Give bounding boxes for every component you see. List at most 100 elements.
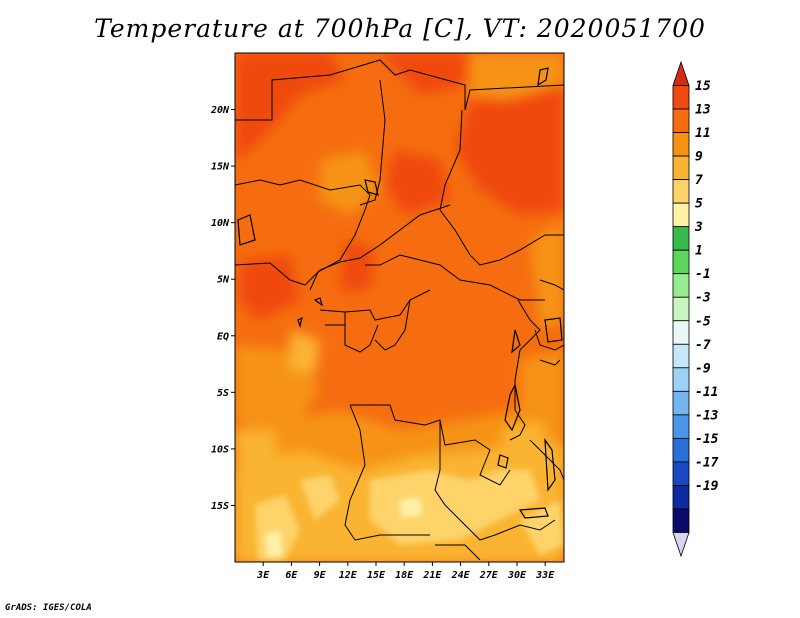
border-tanzania xyxy=(529,439,564,481)
colorbar-bottom-arrow xyxy=(672,532,690,558)
border-zambia-south xyxy=(494,519,556,536)
field-cool-se1 xyxy=(520,350,564,420)
border-cameroon-nigeria xyxy=(309,209,366,291)
temperature-field xyxy=(235,53,564,562)
colorbar-label: -5 xyxy=(695,314,711,329)
field-warm-c xyxy=(385,150,450,215)
x-tick-label: 9E xyxy=(314,570,327,581)
colorbar-segment xyxy=(672,461,690,486)
colorbar-segment xyxy=(672,343,690,369)
colorbar-segment xyxy=(672,132,690,157)
lake-albert xyxy=(511,329,521,354)
border-angola-zambia xyxy=(434,420,496,541)
border-angola-west xyxy=(344,404,430,541)
island xyxy=(313,297,324,307)
lakes-coast xyxy=(237,67,563,519)
colorbar-label: -11 xyxy=(695,385,718,400)
border-rwanda xyxy=(539,359,561,366)
colorbar-segment xyxy=(672,296,690,322)
colorbar-segment xyxy=(672,390,690,416)
y-tick-label: 20N xyxy=(210,105,230,116)
x-tick-label: 12E xyxy=(339,570,358,581)
field-cool-e xyxy=(530,220,564,330)
lake-chad xyxy=(364,179,379,196)
colorbar-label: -1 xyxy=(695,267,711,282)
y-tick-label: 15S xyxy=(211,501,229,512)
bioko xyxy=(297,316,303,329)
x-tick-label: 21E xyxy=(422,570,442,581)
map-frame xyxy=(234,52,565,563)
colorbar-segment xyxy=(672,485,690,510)
border-sudan-ss xyxy=(539,279,564,291)
x-tick-label: 6E xyxy=(285,570,298,581)
colorbar-segment xyxy=(672,367,690,392)
coast-west xyxy=(237,214,256,246)
colorbar-label: 7 xyxy=(695,173,703,188)
colorbar-segment xyxy=(672,249,690,275)
border-caprivi xyxy=(435,544,481,561)
colorbar-segment xyxy=(672,155,690,181)
field-warm-ne xyxy=(455,85,564,215)
field-warm-cw xyxy=(340,240,375,290)
lake-tanganyika xyxy=(504,383,521,432)
border-north xyxy=(235,59,564,121)
x-tick-label: 3E xyxy=(256,570,270,581)
credit-text: GrADS: IGES/COLA xyxy=(5,603,92,613)
colorbar-label: 11 xyxy=(695,126,711,141)
y-tick-label: 5N xyxy=(217,275,230,286)
field-5-7-se xyxy=(370,470,540,545)
chart-title: Temperature at 700hPa [C], VT: 202005170… xyxy=(94,14,706,43)
field-warm-nw xyxy=(235,53,345,160)
colorbar-label: -15 xyxy=(695,432,719,447)
x-tick-label: 18E xyxy=(395,570,414,581)
colorbar-label: -9 xyxy=(695,361,711,376)
lake-mweru xyxy=(497,454,509,469)
lake-kariba xyxy=(518,507,549,519)
border-niger-chad xyxy=(359,79,386,206)
border-gabon xyxy=(344,324,379,353)
colorbar-segment xyxy=(672,508,690,533)
field-7-9-sw xyxy=(235,430,280,470)
border-drc-east xyxy=(509,299,541,441)
lake-victoria xyxy=(544,317,563,343)
colorbar-label: 5 xyxy=(695,197,703,212)
colorbar-label: 3 xyxy=(694,220,703,235)
y-tick-label: EQ xyxy=(217,331,229,342)
colorbar-segment xyxy=(672,179,690,204)
colorbar-segment xyxy=(672,437,690,463)
colorbar-segment xyxy=(672,108,690,133)
border-angola-drc xyxy=(350,404,511,486)
border-nigeria-niger xyxy=(235,179,371,211)
x-tick-label: 30E xyxy=(507,570,527,581)
field-cool-c1 xyxy=(320,150,380,215)
colorbar-segment xyxy=(672,85,690,110)
y-tick-label: 15N xyxy=(211,162,230,173)
y-tick-label: 10N xyxy=(211,218,230,229)
field-5-7-far-se xyxy=(520,500,564,555)
colorbar-label: -13 xyxy=(695,408,719,423)
country-borders xyxy=(235,59,564,561)
border-uganda xyxy=(534,329,564,351)
lake-nasser xyxy=(537,67,549,87)
field-3-5-s xyxy=(400,498,422,517)
border-congo-drc xyxy=(374,299,411,351)
colorbar-segment xyxy=(672,320,690,345)
colorbar-segment xyxy=(672,226,690,251)
colorbar-segment xyxy=(672,273,690,298)
colorbar-label: 9 xyxy=(695,150,703,165)
lake-malawi xyxy=(544,437,556,492)
colorbar-label: 13 xyxy=(695,103,711,118)
colorbar-label: -3 xyxy=(695,291,711,306)
x-tick-label: 33E xyxy=(535,570,555,581)
y-tick-label: 10S xyxy=(211,444,229,455)
colorbar-label: 15 xyxy=(695,79,711,94)
colorbar-label: -19 xyxy=(695,479,719,494)
field-warm-w xyxy=(238,255,300,320)
x-tick-label: 27E xyxy=(479,570,499,581)
colorbar-label: -17 xyxy=(695,455,719,470)
colorbar-segment xyxy=(672,202,690,228)
x-tick-label: 15E xyxy=(367,570,386,581)
field-3-5-sw xyxy=(265,530,282,558)
y-axis: 20N 15N 10N 5N EQ 5S 10S 15S xyxy=(210,105,235,512)
